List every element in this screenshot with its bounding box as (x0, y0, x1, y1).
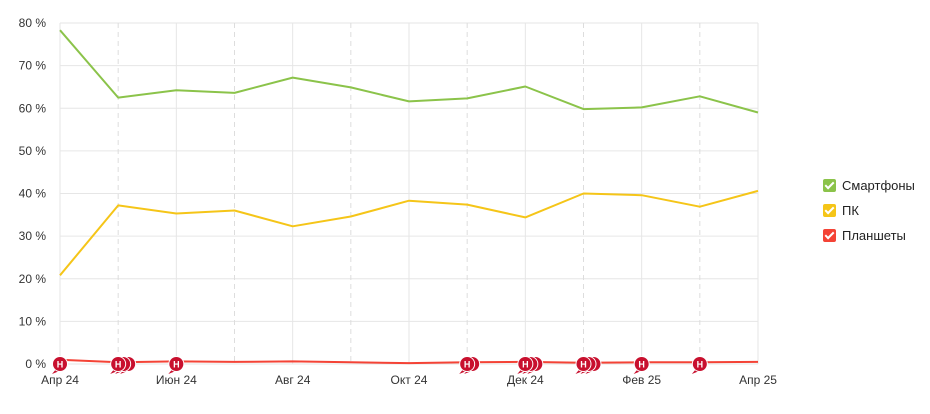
grid (59, 22, 759, 365)
y-tick-label: 80 % (19, 16, 47, 30)
legend-label: Планшеты (842, 228, 906, 243)
series-line-смартфоны (59, 29, 759, 114)
y-axis-ticks: 0 % 10 % 20 % 30 % 40 % 50 % 60 % 70 % 80 % (19, 16, 47, 371)
marker-bubble (633, 356, 650, 372)
news-marker-icon[interactable]: Н (517, 356, 534, 375)
x-axis-ticks: Апр 24 Июн 24 Авг 24 Окт 24 Дек 24 Фев 25 Апр … (41, 373, 777, 387)
marker-bubble (168, 356, 185, 372)
marker-bubble (459, 356, 476, 372)
x-tick-label: Авг 24 (275, 373, 311, 387)
marker-bubble (691, 356, 708, 372)
series-line-пк (59, 189, 759, 276)
x-tick-label: Окт 24 (391, 373, 428, 387)
news-marker-icon[interactable]: Н (168, 356, 185, 375)
checkbox-icon[interactable] (823, 229, 836, 242)
checkbox-icon[interactable] (823, 204, 836, 217)
legend-item-smartphones[interactable]: Смартфоны (823, 173, 915, 198)
x-tick-label: Июн 24 (156, 373, 197, 387)
marker-label: Н (697, 360, 704, 370)
y-tick-label: 40 % (19, 187, 47, 201)
y-tick-label: 30 % (19, 229, 47, 243)
y-tick-label: 70 % (19, 59, 47, 73)
checkbox-icon[interactable] (823, 179, 836, 192)
news-marker-icon[interactable]: Н (633, 356, 650, 375)
marker-label: Н (522, 360, 529, 370)
news-marker-icon[interactable]: Н (691, 356, 708, 375)
marker-label: Н (115, 360, 122, 370)
legend-label: Смартфоны (842, 178, 915, 193)
x-tick-label: Фев 25 (622, 373, 661, 387)
marker-label: Н (580, 360, 587, 370)
legend-item-tablets[interactable]: Планшеты (823, 223, 915, 248)
marker-bubble (575, 356, 592, 372)
marker-bubble (52, 356, 68, 372)
news-marker-icon[interactable]: Н (52, 356, 68, 375)
marker-label: Н (173, 360, 180, 370)
x-tick-label: Апр 25 (739, 373, 777, 387)
y-tick-label: 0 % (25, 357, 46, 371)
legend: Смартфоны ПК Планшеты (823, 173, 915, 248)
news-marker-icon[interactable]: Н (575, 356, 592, 375)
x-tick-label: Апр 24 (41, 373, 79, 387)
y-tick-label: 10 % (19, 314, 47, 328)
legend-label: ПК (842, 203, 859, 218)
y-tick-label: 50 % (19, 144, 47, 158)
marker-label: Н (638, 360, 645, 370)
marker-bubble (517, 356, 534, 372)
marker-label: Н (464, 360, 471, 370)
x-tick-label: Дек 24 (507, 373, 544, 387)
legend-item-pc[interactable]: ПК (823, 198, 915, 223)
news-marker-icon[interactable]: Н (110, 356, 127, 375)
y-tick-label: 20 % (19, 272, 47, 286)
marker-bubble (110, 356, 127, 372)
news-marker-icon[interactable]: Н (459, 356, 476, 375)
marker-label: Н (57, 360, 64, 370)
y-tick-label: 60 % (19, 101, 47, 115)
